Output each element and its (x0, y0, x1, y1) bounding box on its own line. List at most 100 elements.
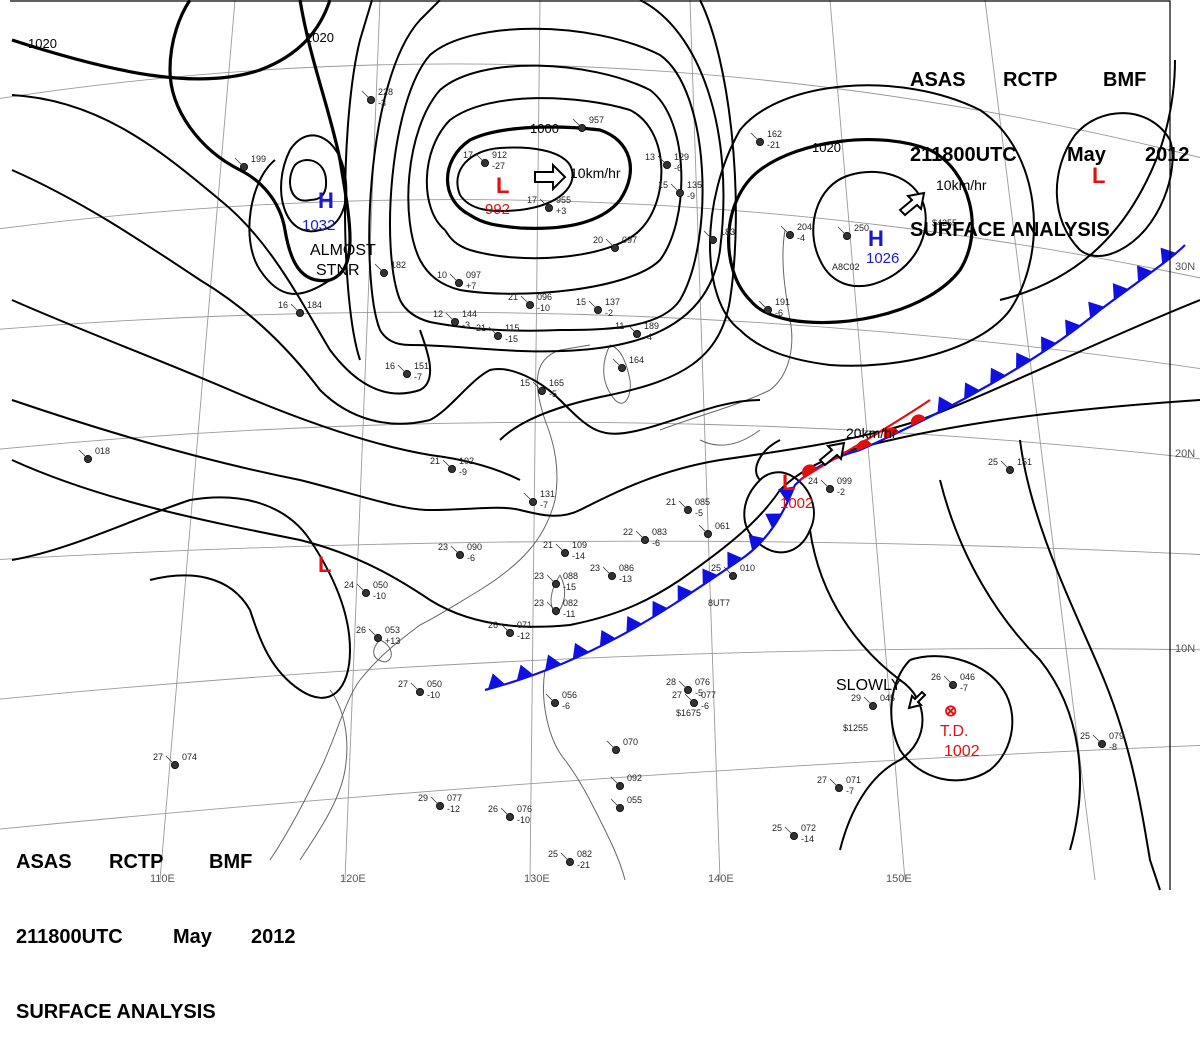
station-plot: 23 082-11 (534, 598, 578, 619)
station-tendency: -7 (960, 683, 968, 693)
motion-label: 20km/hr (846, 425, 897, 441)
station-pressure: 077 (447, 793, 462, 803)
header-year: 2012 (251, 926, 296, 948)
wind-barb-icon (356, 583, 367, 594)
isobar (939, 479, 1081, 851)
station-temperature: 15 (576, 297, 586, 307)
wind-barb-icon (758, 300, 769, 311)
station-tendency: -4 (797, 233, 805, 243)
station-pressure: 151 (1017, 457, 1032, 467)
latitude-label: 10N (1175, 643, 1195, 655)
wind-barb-icon (290, 303, 301, 314)
station-plot: 250 (837, 223, 869, 240)
motion-arrows (534, 162, 927, 710)
station-pressure: 912 (492, 150, 507, 160)
wind-barb-icon (606, 740, 617, 751)
station-plot: 131-7 (523, 489, 555, 510)
wind-barb-icon (943, 675, 954, 686)
station-pressure: 010 (740, 563, 755, 573)
station-tendency: -6 (562, 701, 570, 711)
isobar (389, 27, 704, 332)
station-plot: 28 076-5 (666, 677, 710, 698)
cold-front-barb (1112, 283, 1129, 300)
station-temperature: 26 (488, 804, 498, 814)
station-pressure: 199 (251, 154, 266, 164)
station-plot: 25 151 (988, 457, 1032, 474)
station-plot: 26 076-10 (488, 804, 532, 825)
wind-barb-icon (520, 295, 531, 306)
station-plot: 25 072-14 (772, 823, 816, 844)
header-product: SURFACE ANALYSIS (910, 219, 1110, 241)
station-plot: 17 912-27 (463, 150, 507, 171)
isobar (407, 64, 683, 295)
station-plot: 228-3 (361, 87, 393, 108)
station-temperature: 25 (711, 563, 721, 573)
station-plot: 24 099-2 (808, 476, 852, 497)
graticule (0, 0, 1200, 881)
cold-front-barb (778, 486, 795, 503)
station-pressure: 050 (373, 580, 388, 590)
station-tendency: -15 (563, 582, 576, 592)
station-tendency: -6 (701, 701, 709, 711)
station-pressure: 228 (378, 87, 393, 97)
station-temperature: 25 (988, 457, 998, 467)
latitude-label: 30N (1175, 261, 1195, 273)
station-plot: 199 (234, 154, 266, 171)
station-pressure: 018 (95, 446, 110, 456)
station-pressure: 055 (627, 795, 642, 805)
station-pressure: 097 (622, 235, 637, 245)
cold-front-barb (599, 630, 616, 647)
header-office: BMF (209, 851, 253, 873)
station-pressure: 102 (459, 456, 474, 466)
station-plot: 018 (78, 446, 110, 463)
station-plot: 27 071-7 (817, 775, 861, 796)
isobar-label: 1020 (28, 36, 57, 51)
station-temperature: 26 (931, 672, 941, 682)
isobar (446, 125, 632, 230)
motion-arrow-icon (534, 162, 567, 192)
station-temperature: 13 (645, 152, 655, 162)
wind-barb-icon (829, 778, 840, 789)
header-agency: ASAS (16, 851, 72, 873)
low-center-pressure: 1002 (780, 495, 813, 512)
isobar (11, 299, 521, 481)
station-pressure: 165 (549, 378, 564, 388)
isobar (368, 0, 725, 353)
station-remark: 8UT7 (708, 598, 730, 608)
station-plot: 16 184 (278, 300, 322, 317)
wind-barb-icon (610, 798, 621, 809)
station-temperature: 16 (385, 361, 395, 371)
station-pressure: 056 (562, 690, 577, 700)
station-temperature: 22 (623, 527, 633, 537)
wind-barb-icon (234, 157, 245, 168)
station-plot: 183 (703, 227, 735, 244)
station-pressure: 183 (720, 227, 735, 237)
station-pressure: 189 (644, 321, 659, 331)
station-pressure: 076 (695, 677, 710, 687)
wind-barb-icon (698, 524, 709, 535)
station-tendency: -6 (467, 553, 475, 563)
cold-front-barb (626, 615, 643, 633)
cold-front-barb (937, 396, 954, 413)
wind-barb-icon (410, 682, 421, 693)
header-agency: ASAS (910, 69, 966, 91)
station-plot: 21 115-15 (476, 323, 519, 344)
isobar (999, 59, 1176, 301)
station-tendency: -10 (427, 690, 440, 700)
cold-front-barb (516, 664, 534, 681)
cold-front-barb (652, 600, 668, 618)
low-center-symbol: L (318, 552, 331, 577)
map-header-top: ASAS RCTP BMF 211800UTC May 2012 SURFACE… (910, 18, 1190, 268)
wind-barb-icon (750, 132, 761, 143)
wind-barb-icon (602, 566, 613, 577)
hainan-coast (373, 639, 392, 663)
station-plot: 20 097 (593, 235, 637, 252)
station-temperature: 17 (463, 150, 473, 160)
station-pressure: 088 (563, 571, 578, 581)
cold-front-barb (765, 513, 782, 529)
station-pressure: 131 (540, 489, 555, 499)
station-tendency: -6 (674, 163, 682, 173)
station-plot: 27 077-6 (672, 690, 716, 711)
isobar (11, 169, 761, 435)
station-pressure: 053 (385, 625, 400, 635)
